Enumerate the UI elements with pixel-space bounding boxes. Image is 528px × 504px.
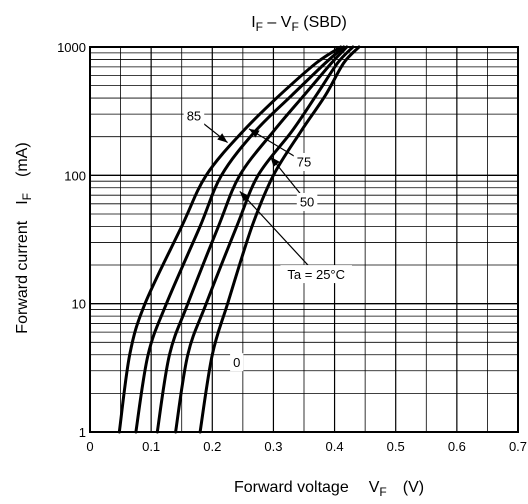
x-tick-label: 0.4 — [326, 439, 344, 454]
callout-arrowhead-3 — [239, 191, 250, 202]
x-tick-label: 0.1 — [142, 439, 160, 454]
y-axis-title: Forward current IF (mA) — [14, 142, 34, 333]
grid — [90, 47, 518, 432]
callout-label-bg-4 — [230, 353, 244, 372]
y-axis-symbol-subscript: F — [20, 193, 34, 200]
y-axis-symbol: I — [14, 200, 31, 204]
curve-0 — [117, 45, 343, 434]
x-axis-symbol: V — [369, 479, 380, 496]
curve-label-1: 75 — [297, 155, 311, 170]
curve-label-2: 50 — [300, 195, 314, 210]
chart-title: IF – VF (SBD) — [251, 14, 347, 34]
x-tick-label: 0 — [86, 439, 93, 454]
title-suffix: (SBD) — [299, 14, 347, 31]
title-main: I — [251, 14, 255, 31]
y-tick-labels: 1 10 100 1000 — [57, 40, 86, 440]
curve-label-0: 85 — [187, 109, 201, 124]
y-axis-text: Forward current — [14, 220, 31, 333]
callout-arrowhead-2 — [270, 156, 280, 167]
callout-leader-3 — [239, 190, 317, 275]
x-tick-label: 0.6 — [448, 439, 466, 454]
title-main-subscript: F — [256, 20, 263, 34]
title-dash-subscript: F — [291, 20, 298, 34]
x-axis-symbol-subscript: F — [379, 485, 386, 499]
y-axis-unit: (mA) — [14, 142, 31, 177]
curve-label-3: Ta = 25°C — [287, 267, 345, 282]
curve-2 — [155, 45, 349, 434]
y-tick-label: 10 — [72, 297, 86, 312]
x-tick-label: 0.2 — [203, 439, 221, 454]
x-axis-text: Forward voltage — [234, 479, 349, 496]
callouts: 85 75 50 Ta = 25°C 0 — [183, 106, 352, 372]
curves — [117, 45, 361, 434]
x-axis-unit: (V) — [403, 479, 424, 496]
title-dash: – V — [263, 14, 292, 31]
plot-frame — [89, 46, 519, 433]
x-tick-label: 0.5 — [387, 439, 405, 454]
curve-label-4: 0 — [233, 355, 240, 370]
callout-label-bg-2 — [296, 192, 318, 211]
y-tick-label: 1000 — [57, 40, 86, 55]
callout-arrowhead-0 — [217, 133, 228, 143]
curve-3 — [174, 45, 355, 434]
x-tick-label: 0.7 — [509, 439, 527, 454]
callout-arrowhead-1 — [248, 128, 260, 138]
x-tick-label: 0.3 — [264, 439, 282, 454]
callout-label-bg-0 — [183, 106, 205, 125]
callout-label-bg-3 — [280, 265, 352, 284]
x-axis-title: Forward voltage VF (V) — [234, 479, 424, 499]
y-tick-label: 100 — [64, 168, 86, 183]
callout-label-bg-1 — [293, 153, 315, 172]
curve-1 — [134, 45, 346, 434]
x-tick-labels: 0 0.1 0.2 0.3 0.4 0.5 0.6 0.7 — [86, 439, 527, 454]
curve-4 — [198, 45, 361, 434]
y-tick-label: 1 — [79, 425, 86, 440]
